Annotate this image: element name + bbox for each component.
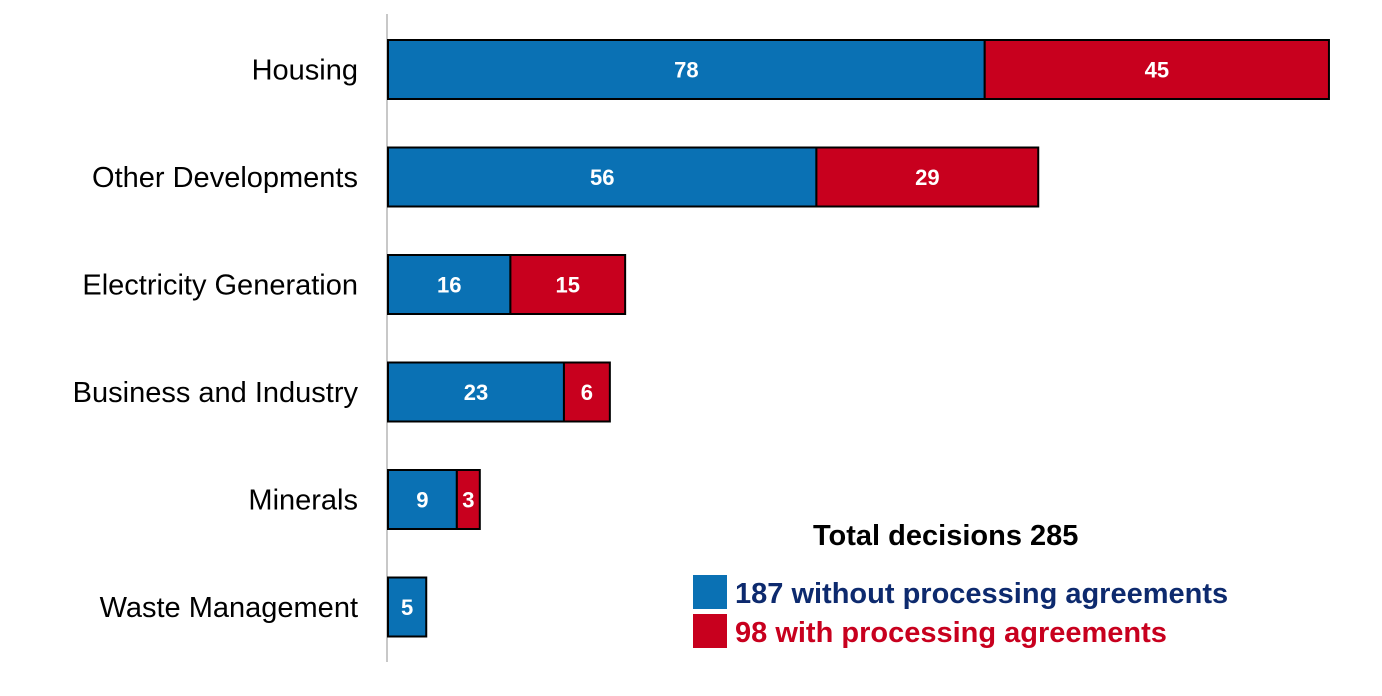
value-label-minerals-without-agreements: 9 bbox=[416, 488, 428, 513]
legend-item-with-agreements: 98 with processing agreements bbox=[693, 614, 1167, 651]
legend-label-with-agreements: 98 with processing agreements bbox=[735, 617, 1167, 649]
bar-other-developments-with-agreements bbox=[815, 146, 1040, 208]
value-label-electricity-generation-with-agreements: 15 bbox=[556, 273, 580, 298]
category-label-other-developments: Other Developments bbox=[92, 162, 358, 194]
bar-minerals-with-agreements bbox=[455, 469, 481, 530]
category-label-electricity-generation: Electricity Generation bbox=[82, 270, 358, 302]
category-label-business-and-industry: Business and Industry bbox=[73, 377, 359, 409]
legend-swatch-without-agreements bbox=[693, 575, 727, 610]
bars: 78 45 56 29 16 15 23 6 9 3 5 bbox=[387, 39, 1330, 638]
value-label-minerals-with-agreements: 3 bbox=[462, 488, 474, 513]
bar-business-and-industry-without-agreements bbox=[387, 361, 565, 423]
category-labels: Housing Other Developments Electricity Gen… bbox=[73, 55, 359, 625]
bar-minerals-without-agreements bbox=[387, 469, 458, 530]
bar-electricity-generation-without-agreements bbox=[387, 254, 512, 315]
bar-housing-with-agreements bbox=[983, 39, 1330, 100]
value-label-waste-management-without-agreements: 5 bbox=[401, 595, 413, 620]
value-label-other-developments-without-agreements: 56 bbox=[590, 165, 614, 190]
value-label-electricity-generation-without-agreements: 16 bbox=[437, 273, 461, 298]
value-label-housing-with-agreements: 45 bbox=[1145, 58, 1169, 83]
bar-business-and-industry-with-agreements bbox=[562, 361, 611, 423]
value-label-business-and-industry-with-agreements: 6 bbox=[581, 380, 593, 405]
legend-swatch-with-agreements bbox=[693, 614, 727, 649]
category-label-housing: Housing bbox=[252, 55, 358, 87]
value-label-housing-without-agreements: 78 bbox=[674, 58, 698, 83]
legend-item-without-agreements: 187 without processing agreements bbox=[693, 575, 1229, 612]
bar-housing-without-agreements bbox=[387, 39, 986, 100]
value-label-business-and-industry-without-agreements: 23 bbox=[464, 380, 488, 405]
value-label-other-developments-with-agreements: 29 bbox=[915, 165, 939, 190]
legend-title: Total decisions 285 bbox=[813, 520, 1079, 552]
bar-other-developments-without-agreements bbox=[387, 146, 818, 208]
legend-label-without-agreements: 187 without processing agreements bbox=[735, 578, 1229, 610]
bar-electricity-generation-with-agreements bbox=[509, 254, 627, 315]
category-label-minerals: Minerals bbox=[248, 485, 358, 517]
bar-waste-management-without-agreements bbox=[387, 576, 428, 638]
category-label-waste-management: Waste Management bbox=[100, 592, 358, 624]
